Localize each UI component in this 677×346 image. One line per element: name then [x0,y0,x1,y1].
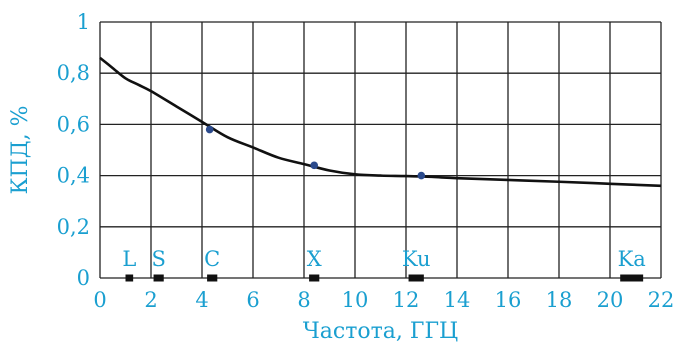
band-bar [207,274,218,282]
band-bar [408,274,424,282]
frequency-bands: L S C X Ku Ka [122,247,646,282]
y-tick-label: 0,6 [57,112,90,136]
x-tick-label: 20 [597,288,624,312]
data-point [205,125,214,134]
chart-grid [99,21,662,279]
band-bar [309,274,320,282]
chart-series [99,56,662,188]
x-tick-label: 0 [93,288,106,312]
data-point [310,161,319,170]
band-bar [153,274,164,282]
x-tick-label: 16 [495,288,522,312]
efficiency-line [99,56,662,188]
x-tick-label: 22 [648,288,675,312]
band-label: L [122,247,136,271]
y-tick-label: 0,8 [57,61,90,85]
band-label: C [204,247,220,271]
x-tick-label: 12 [393,288,420,312]
x-tick-label: 2 [144,288,157,312]
x-tick-label: 14 [444,288,471,312]
y-axis-title: КПД, % [8,106,33,195]
band-label: Ku [402,247,431,271]
y-tick-label: 1 [77,10,90,34]
y-tick-label: 0 [77,266,90,290]
y-tick-label: 0,2 [57,215,90,239]
band-bar [620,274,644,282]
band-label: Ka [618,247,646,271]
x-tick-label: 6 [246,288,259,312]
x-axis-title: Частота, ГГЦ [303,319,458,344]
data-point [417,171,426,180]
band-label: X [307,247,322,271]
band-bar [125,274,134,282]
y-tick-label: 0,4 [57,164,90,188]
x-tick-label: 4 [195,288,208,312]
chart-markers [205,125,426,180]
tick-labels: 0 2 4 6 8 10 12 14 16 18 20 22 0 0,2 0,4 0,6 0,8 1 [57,10,675,312]
x-tick-label: 8 [297,288,310,312]
x-tick-label: 10 [342,288,369,312]
x-tick-label: 18 [546,288,573,312]
band-label: S [151,247,165,271]
